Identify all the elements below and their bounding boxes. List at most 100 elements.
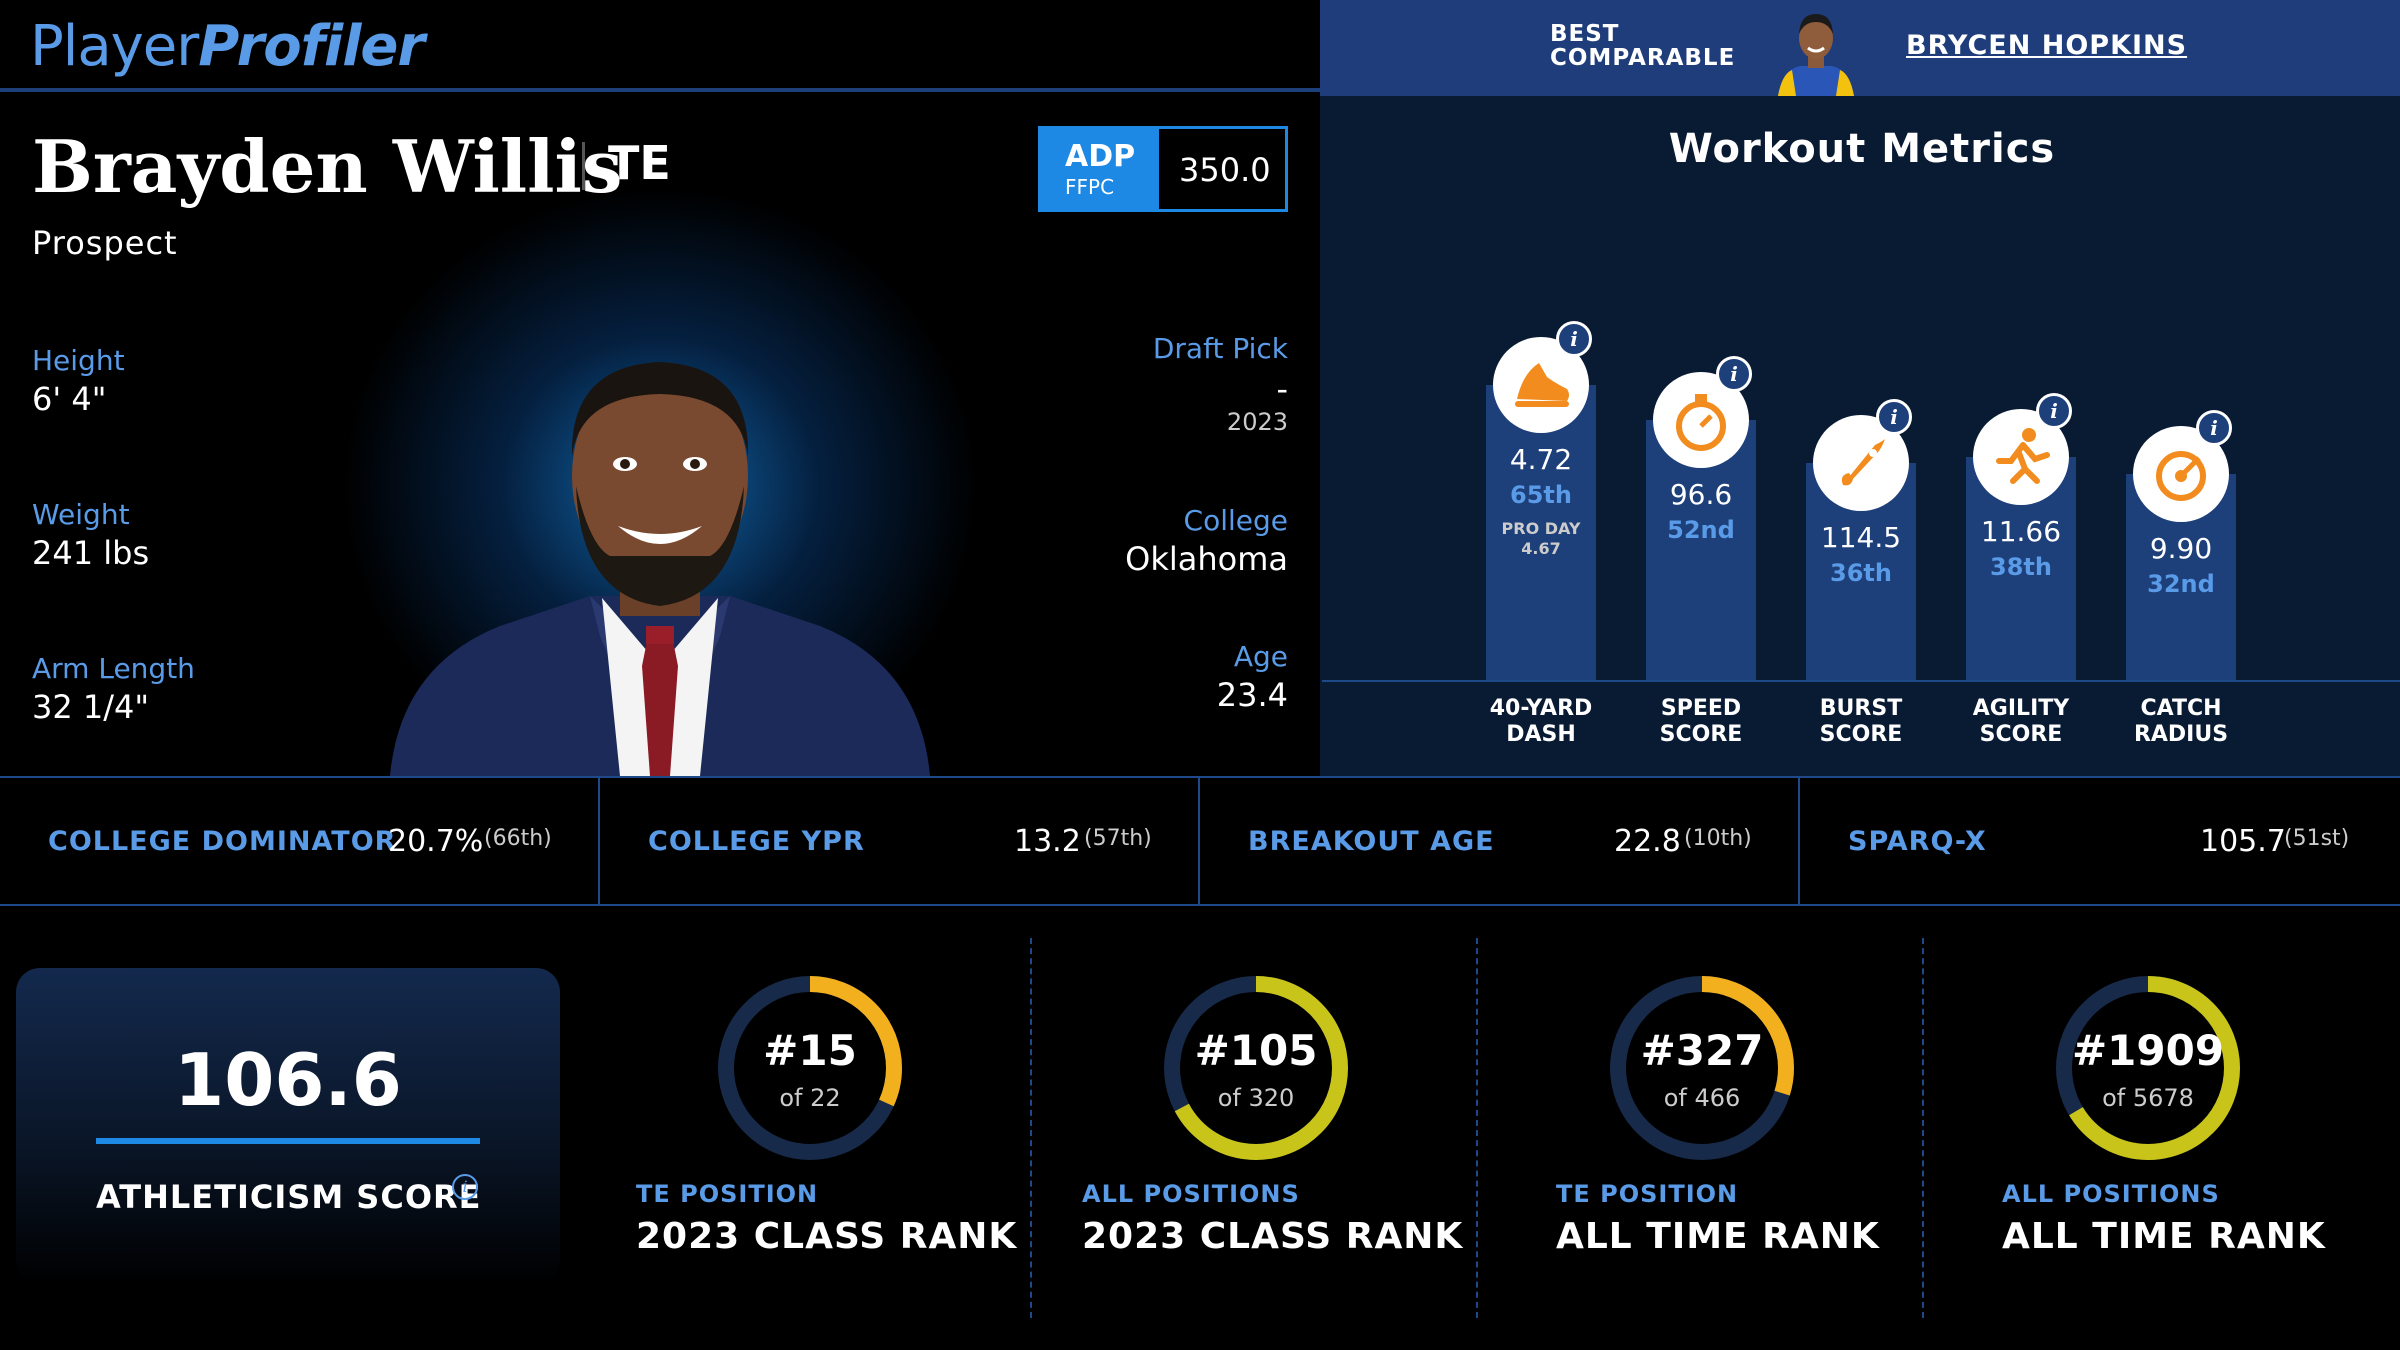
rank-ring [2056,976,2240,1160]
speed-score-rank: 52nd [1667,515,1735,544]
info-icon[interactable]: i [1716,355,1752,392]
best-comparable-bar: BEST COMPARABLE BRYCEN HOPKINS [1320,0,2400,96]
burst-score-rank: 36th [1830,558,1892,587]
header-bar: PlayerProfiler [0,0,1320,92]
info-icon[interactable]: i [1556,320,1592,357]
adp-label: ADP [1065,139,1136,174]
info-icon[interactable]: i [2036,393,2072,430]
rank-title: ALL TIME RANK [1556,1216,1880,1257]
workout-baseline [1322,680,2400,682]
rank-of-total: of 466 [1663,1084,1741,1112]
stat-percentile: (10th) [1684,826,1752,851]
stat-value: 22.8 [1614,824,1681,859]
stat-value: 105.7 [2200,824,2286,859]
player-name: Brayden Willis [32,124,623,209]
workout-metrics-title: Workout Metrics [1668,126,2056,172]
arm-length-value: 32 1/4" [32,688,150,726]
info-icon[interactable]: i [1876,398,1912,435]
arm-length-label: Arm Length [32,652,195,685]
agility-score-label-line2: SCORE [1979,722,2063,747]
best-comparable-label: BEST COMPARABLE [1550,22,1735,70]
rank-ring [1164,976,1348,1160]
draft-pick-year: 2023 [1226,408,1288,436]
stat-label: COLLEGE YPR [648,826,865,857]
player-status: Prospect [32,224,178,262]
info-icon[interactable]: i [452,1174,478,1200]
weight-label: Weight [32,498,130,531]
logo-part-player: Player [30,14,199,79]
stat-college-ypr[interactable]: COLLEGE YPR 13.2 (57th) [600,778,1200,904]
info-icon[interactable]: i [2196,409,2232,446]
rank-number: #1909 [2071,1026,2225,1075]
stat-label: COLLEGE DOMINATOR [48,826,397,857]
forty-yard-value: 4.72 [1509,442,1573,476]
agility-score-rank: 38th [1990,553,2052,582]
best-comparable-player-link[interactable]: BRYCEN HOPKINS [1906,30,2188,61]
bar-40-yard-dash[interactable] [1486,384,1596,680]
stat-label: SPARQ-X [1848,826,1987,857]
speed-score-value: 96.6 [1669,477,1733,511]
rank-subtitle: TE POSITION [1556,1180,1739,1208]
agility-score-label-line1: AGILITY [1972,696,2070,721]
height-value: 6' 4" [32,380,107,418]
agility-score-label: AGILITY SCORE [1941,696,2101,748]
rank-ring [718,976,902,1160]
weight-value: 241 lbs [32,534,150,572]
rank-of-total: of 22 [779,1084,841,1112]
adp-box[interactable]: ADP FFPC 350.0 [1038,126,1288,212]
best-comparable-label-line1: BEST [1550,21,1620,47]
rank-title: 2023 CLASS RANK [636,1216,1018,1257]
adp-source: FFPC [1065,175,1115,199]
agility-score-value: 11.66 [1980,515,2062,549]
adp-label-block: ADP FFPC [1041,129,1159,209]
workout-metrics-panel: Workout Metrics i 4.72 65th PRO DAY 4.67… [1320,96,2400,776]
draft-pick-label: Draft Pick [1152,332,1288,365]
stat-percentile: (66th) [484,826,552,851]
forty-yard-label: 40-YARD DASH [1461,696,1621,748]
speed-score-label-line1: SPEED [1660,696,1742,721]
stat-value: 20.7% [388,824,484,859]
stat-college-dominator[interactable]: COLLEGE DOMINATOR 20.7% (66th) [0,778,600,904]
speed-score-label: SPEED SCORE [1621,696,1781,748]
player-photo [390,362,930,776]
comparable-player-avatar[interactable] [1770,4,1862,96]
rank-divider [1030,938,1032,1318]
forty-yard-rank: 65th [1510,480,1572,509]
rank-ring [1610,976,1794,1160]
college-label: College [1183,504,1288,537]
forty-yard-label-line1: 40-YARD [1489,696,1593,721]
speed-score-label-line2: SCORE [1659,722,1743,747]
stat-label: BREAKOUT AGE [1248,826,1495,857]
athleticism-score-card[interactable]: 106.6 ATHLETICISM SCORE i [16,968,560,1284]
burst-score-value: 114.5 [1820,520,1902,554]
catch-radius-label-line1: CATCH [2140,696,2222,721]
catch-radius-rank: 32nd [2147,569,2215,598]
draft-pick-value: - [1276,370,1288,408]
college-stats-strip: COLLEGE DOMINATOR 20.7% (66th) COLLEGE Y… [0,776,2400,906]
rank-title: ALL TIME RANK [2002,1216,2326,1257]
adp-value: 350.0 [1179,151,1271,189]
rank-subtitle: ALL POSITIONS [2002,1180,2220,1208]
rank-title: 2023 CLASS RANK [1082,1216,1464,1257]
catch-radius-label-line2: RADIUS [2133,722,2229,747]
name-divider [582,142,585,190]
stat-value: 13.2 [1014,824,1081,859]
rank-number: #327 [1640,1026,1764,1075]
burst-score-label-line1: BURST [1819,696,1903,721]
age-value: 23.4 [1216,676,1288,714]
player-panel: Brayden Willis TE Prospect ADP FFPC 350.… [0,96,1320,776]
shoe-icon [1493,336,1589,433]
stat-breakout-age[interactable]: BREAKOUT AGE 22.8 (10th) [1200,778,1800,904]
stat-percentile: (57th) [1084,826,1152,851]
college-value: Oklahoma [1125,540,1288,578]
catch-radius-value: 9.90 [2149,531,2213,565]
playerprofiler-logo[interactable]: PlayerProfiler [30,14,425,79]
height-label: Height [32,344,125,377]
catch-radius-label: CATCH RADIUS [2101,696,2261,748]
stat-sparq-x[interactable]: SPARQ-X 105.7 (51st) [1800,778,2400,904]
rankings-section: 106.6 ATHLETICISM SCORE i #15 of 22 TE P… [0,906,2400,1350]
rank-divider [1476,938,1478,1318]
rank-of-total: of 5678 [2102,1084,2194,1112]
rank-number: #15 [763,1026,857,1075]
rank-subtitle: ALL POSITIONS [1082,1180,1300,1208]
